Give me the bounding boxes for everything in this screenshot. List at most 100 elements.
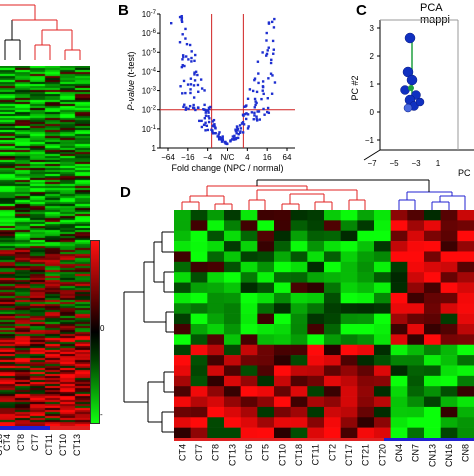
heatmap-cell [257, 355, 275, 366]
volcano-point [258, 118, 261, 121]
heatmap-cell [374, 292, 391, 304]
heatmap-cell [390, 210, 408, 221]
heatmap-cell [424, 303, 441, 314]
heatmap-cell [440, 406, 458, 418]
heatmap-cell [207, 396, 225, 408]
heatmap-cell [357, 313, 375, 325]
heatmap-cell [207, 210, 225, 221]
volcano-point [266, 49, 269, 52]
heatmap-cell [324, 272, 341, 283]
heatmap-cell [190, 406, 208, 418]
heatmap-cell [240, 303, 258, 314]
heatmap-cell [190, 251, 208, 263]
heatmap-cell [340, 324, 358, 335]
heatmap-cell [374, 406, 391, 418]
heatmap-cell [324, 355, 341, 366]
volcano-point [261, 51, 264, 54]
volcano-point [203, 117, 207, 120]
volcano-point [224, 140, 227, 144]
heatmap-cell [307, 427, 325, 438]
volcano-point [207, 111, 210, 114]
heatmap-cell [190, 396, 208, 408]
volcano-point [203, 103, 206, 107]
volcano-point [244, 117, 248, 121]
volcano-point [193, 59, 196, 63]
volcano-point [207, 120, 211, 124]
heatmap-cell [324, 313, 341, 325]
heatmap-cell [190, 282, 208, 294]
heatmap-cell [340, 427, 358, 438]
volcano-point [237, 132, 240, 136]
column-label: CT11 [311, 444, 321, 465]
heatmap-cell [290, 386, 308, 397]
heatmap-cell [224, 292, 241, 304]
heatmap-cell [357, 406, 375, 418]
heatmap-cell [324, 230, 341, 242]
volcano-point [262, 107, 265, 111]
heatmap-cell [174, 355, 191, 366]
heatmap-cell [207, 282, 225, 294]
volcano-point [234, 128, 237, 131]
heatmap-cell [357, 396, 375, 408]
heatmap-cell [357, 427, 375, 438]
heatmap-cell [207, 241, 225, 252]
heatmap-cell [407, 220, 425, 232]
heatmap-cell [224, 241, 241, 252]
heatmap-cell [440, 241, 458, 252]
heatmap-cell [307, 355, 325, 366]
heatmap-cell [424, 427, 441, 438]
volcano-point [238, 124, 242, 127]
volcano-point [254, 103, 257, 107]
volcano-point [196, 73, 199, 77]
heatmap-cell [240, 324, 258, 335]
x-tick-label: 1 [436, 159, 441, 168]
heatmap-cell [440, 261, 458, 273]
y-tick-label: 10-4 [142, 67, 157, 76]
volcano-point [272, 52, 275, 55]
y-tick-label: 10-7 [142, 10, 157, 19]
heatmap-cell [390, 427, 408, 438]
heatmap-cell [407, 282, 425, 294]
heatmap-cell [257, 220, 275, 232]
heatmap-cell [224, 303, 241, 314]
heatmap-cell [190, 230, 208, 242]
volcano-point [204, 121, 207, 124]
heatmap-cell [340, 417, 358, 428]
heatmap-cell [357, 251, 375, 263]
heatmap-cell [207, 272, 225, 283]
volcano-point [257, 72, 260, 75]
heatmap-cell [357, 282, 375, 294]
heatmap-cell [257, 417, 275, 428]
volcano-point [178, 41, 182, 44]
heatmap-cell [374, 272, 391, 283]
heatmap-cell [290, 427, 308, 438]
heatmap-cell [207, 417, 225, 428]
heatmap-cell [307, 313, 325, 325]
heatmap-cell [440, 230, 458, 242]
volcano-point [199, 78, 203, 81]
heatmap-cell [407, 230, 425, 242]
heatmap-cell [224, 313, 241, 325]
heatmap-cell [307, 334, 325, 346]
heatmap-cell [207, 375, 225, 387]
heatmap-cell [207, 334, 225, 346]
heatmap-cell [324, 241, 341, 252]
heatmap-cell [440, 427, 458, 438]
heatmap-cell [440, 292, 458, 304]
heatmap-cell [174, 292, 191, 304]
volcano-point [184, 91, 187, 95]
column-label: CT2 [327, 444, 337, 461]
heatmap-cell [340, 386, 358, 397]
heatmap-cell [357, 292, 375, 304]
heatmap-cell [224, 386, 241, 397]
heatmap-cell [324, 282, 341, 294]
panel-d-letter: D [120, 184, 131, 201]
volcano-point [182, 79, 186, 83]
heatmap-cell [174, 427, 191, 438]
pca-point [408, 85, 414, 91]
x-tick-label: −3 [411, 159, 421, 168]
heatmap-cell [290, 355, 308, 366]
heatmap-cell [357, 386, 375, 397]
heatmap-cell [390, 230, 408, 242]
y-axis-label: PC #2 [350, 75, 360, 100]
